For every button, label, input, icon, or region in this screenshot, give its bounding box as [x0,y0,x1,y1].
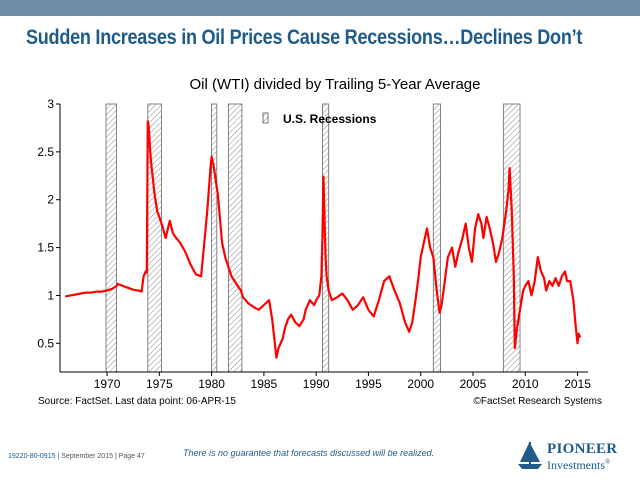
logo-name: PIONEER [547,441,618,457]
logo-sub-text: Investments [547,458,605,472]
source-note: Source: FactSet. Last data point: 06-APR… [38,396,236,407]
x-tick-label-2005: 2005 [460,377,487,391]
chart-title: Oil (WTI) divided by Trailing 5-Year Ave… [190,76,481,93]
registered-mark: ® [605,458,611,466]
recession-bands [105,103,521,373]
series-line [64,120,582,359]
top-banner [0,0,640,16]
x-tick-label-1975: 1975 [146,377,173,391]
logo-subname: Investments® [547,458,610,473]
x-tick-label-1985: 1985 [251,377,278,391]
x-tick-label-1990: 1990 [303,377,330,391]
footer-reference: 19220-80-0915 | September 2015 | Page 47 [8,453,145,460]
oil-ratio-chart: Oil (WTI) divided by Trailing 5-Year Ave… [37,76,602,407]
footer-code: 19220-80-0915 [8,453,56,460]
recession-band-6 [432,103,441,373]
recession-band-1 [105,103,117,373]
y-tick-label-1: 1 [47,288,54,302]
legend-label: U.S. Recessions [283,112,377,126]
y-tick-label-2: 2 [47,193,54,207]
x-tick-label-1970: 1970 [94,377,121,391]
footer-date: September 2015 [61,453,113,460]
y-tick-label-1.5: 1.5 [37,241,54,255]
disclaimer: There is no guarantee that forecasts dis… [183,448,435,458]
credit-note: ©FactSet Research Systems [473,396,602,407]
x-tick-label-2010: 2010 [512,377,539,391]
recession-band-3 [211,103,218,373]
footer-sep-1: | [57,453,62,460]
recession-band-4 [227,103,243,373]
legend-swatch [262,112,269,124]
axes: 0.5 1 1.5 2 2.5 3 1970 1975 1980 1985 1990 1995 2000… [37,97,591,391]
y-tick-label-0.5: 0.5 [37,336,54,350]
y-tick-label-3: 3 [47,97,54,111]
x-tick-label-2015: 2015 [564,377,591,391]
pioneer-logo: PIONEER Investments® [517,438,627,476]
slide-headline: Sudden Increases in Oil Prices Cause Rec… [26,26,583,49]
x-tick-label-1980: 1980 [198,377,225,391]
x-tick-label-2000: 2000 [407,377,434,391]
legend: U.S. Recessions [262,112,377,126]
ship-logo-icon [517,440,543,472]
footer-page: Page 47 [118,453,145,460]
x-tick-label-1995: 1995 [355,377,382,391]
oil-ratio-line [64,120,582,359]
y-tick-label-2.5: 2.5 [37,145,54,159]
footer-sep-2: | [114,453,119,460]
